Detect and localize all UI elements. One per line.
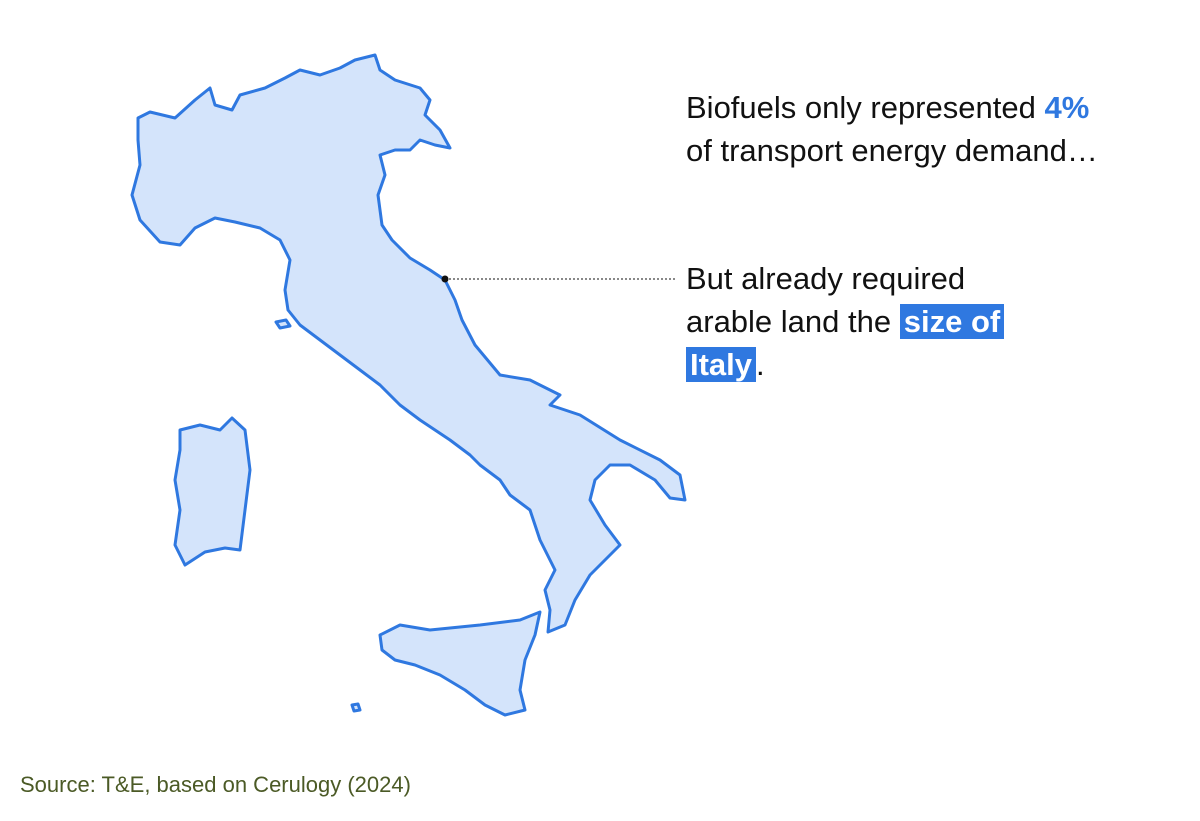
island (274, 318, 292, 330)
sardinia (173, 416, 252, 567)
source: Source: T&E, based on Cerulogy (2024) (20, 772, 411, 797)
annotation-text: But already required arable land the (686, 261, 966, 339)
annotation-text: . (756, 347, 765, 382)
sicily (378, 610, 542, 717)
leader-dot (441, 275, 449, 283)
island (350, 702, 362, 713)
annotation: Biofuels only represented 4% of transpor… (686, 86, 1116, 172)
annotation-text: Biofuels only represented (686, 90, 1036, 125)
annotation: But already required arable land the siz… (686, 257, 1031, 386)
italy-outline (130, 53, 687, 717)
annotation-text: of transport energy demand… (686, 133, 1098, 168)
annotation-highlight: 4% (1044, 90, 1090, 125)
mainland (130, 53, 687, 634)
